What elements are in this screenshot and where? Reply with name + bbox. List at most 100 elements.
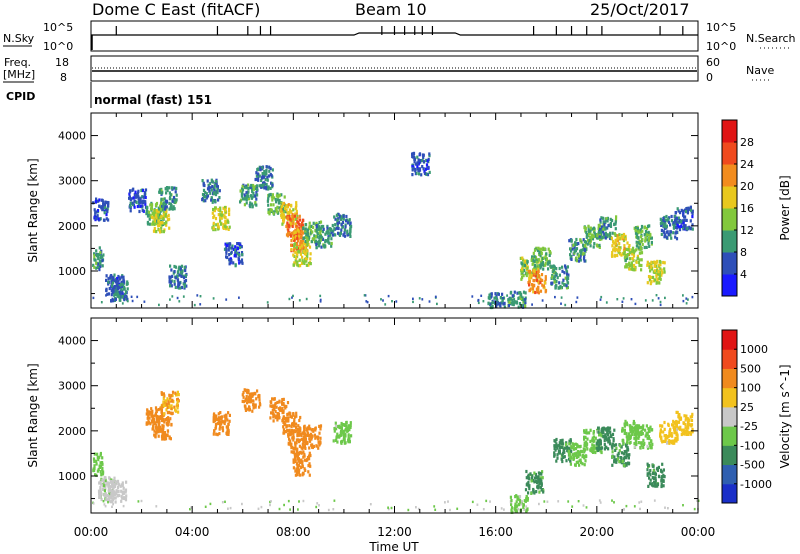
power-cell: [304, 259, 307, 263]
power-cell: [160, 191, 163, 195]
power-cell: [588, 229, 591, 233]
power-cell: [598, 245, 601, 249]
power-cell: [241, 197, 244, 201]
velocity-cell: [568, 447, 571, 451]
power-cell: [95, 261, 98, 265]
colorbar-tick-label: 500: [740, 362, 761, 375]
velocity-cell: [686, 432, 689, 436]
velocity-cell: [602, 426, 605, 430]
power-cell: [575, 242, 578, 246]
power-cell: [95, 210, 98, 214]
velocity-cell: [241, 393, 244, 397]
power-cell: [276, 205, 279, 209]
velocity-cell: [585, 506, 588, 509]
velocity-cell: [656, 484, 659, 488]
power-cell: [225, 298, 228, 301]
power-cell: [204, 195, 207, 199]
power-cell: [337, 231, 340, 235]
power-cell: [218, 189, 221, 193]
velocity-cell: [309, 439, 312, 443]
velocity-cell: [109, 500, 112, 504]
velocity-cell: [668, 432, 671, 436]
power-cell: [165, 199, 168, 203]
power-cell: [184, 274, 187, 278]
velocity-cell: [218, 432, 221, 436]
velocity-cell: [99, 480, 102, 484]
power-cell: [251, 188, 254, 192]
power-cell: [282, 220, 285, 225]
velocity-cell: [156, 416, 159, 420]
power-cell: [685, 297, 688, 300]
velocity-cell: [509, 495, 512, 499]
power-cell: [292, 221, 295, 225]
velocity-cell: [154, 430, 157, 434]
power-cell: [677, 216, 680, 220]
velocity-cell: [278, 507, 281, 511]
velocity-cell: [654, 484, 657, 488]
velocity-cell: [556, 453, 559, 457]
velocity-cell: [311, 434, 314, 438]
velocity-cell: [286, 412, 289, 417]
power-cell: [637, 236, 640, 240]
velocity-cell: [515, 500, 518, 504]
velocity-cell: [657, 465, 660, 469]
velocity-cell: [596, 448, 600, 452]
velocity-cell: [220, 417, 223, 421]
power-cell: [303, 251, 306, 256]
power-cell: [110, 293, 113, 297]
velocity-cell: [307, 464, 310, 468]
velocity-cell: [652, 484, 655, 488]
velocity-cell: [578, 453, 582, 457]
power-cell: [674, 219, 677, 223]
power-cell: [227, 227, 230, 231]
velocity-cell: [663, 434, 666, 438]
power-cell: [164, 207, 167, 211]
velocity-cell: [285, 417, 288, 421]
velocity-cell: [285, 425, 288, 429]
power-cell: [315, 224, 318, 228]
power-cell: [241, 184, 244, 188]
power-cell: [111, 281, 115, 285]
power-cell: [210, 188, 213, 192]
power-cell: [159, 221, 163, 225]
velocity-cell: [629, 430, 632, 434]
power-cell: [168, 201, 171, 205]
power-cell: [267, 194, 271, 198]
power-cell: [630, 263, 633, 267]
velocity-cell: [227, 411, 230, 415]
power-cell: [604, 220, 607, 225]
power-cell: [252, 187, 255, 191]
power-cell: [293, 261, 296, 265]
power-cell: [100, 301, 103, 304]
velocity-cell: [636, 424, 639, 428]
power-cell: [296, 216, 299, 220]
power-cell: [691, 227, 694, 231]
power-cell: [411, 168, 414, 172]
power-cell: [179, 267, 182, 271]
power-cell: [529, 276, 532, 280]
power-cell: [343, 228, 346, 232]
velocity-cell: [104, 478, 107, 482]
power-cell: [553, 280, 556, 284]
power-cell: [117, 274, 120, 279]
power-cell: [232, 247, 235, 251]
velocity-cell: [553, 445, 556, 449]
power-cell: [552, 268, 555, 272]
power-cell: [152, 211, 155, 215]
power-cell: [676, 207, 679, 211]
velocity-cell: [684, 418, 687, 422]
velocity-cell: [476, 503, 479, 506]
power-cell: [582, 252, 585, 256]
velocity-cell: [294, 447, 297, 451]
power-cell: [593, 231, 596, 235]
velocity-cell: [309, 464, 312, 468]
velocity-cell: [93, 459, 96, 464]
power-cell: [165, 223, 168, 227]
velocity-cell: [312, 429, 315, 433]
velocity-cell: [532, 478, 535, 482]
power-cell: [263, 175, 266, 179]
power-cell: [659, 221, 662, 225]
power-cell: [157, 219, 160, 223]
power-cell: [615, 238, 618, 242]
